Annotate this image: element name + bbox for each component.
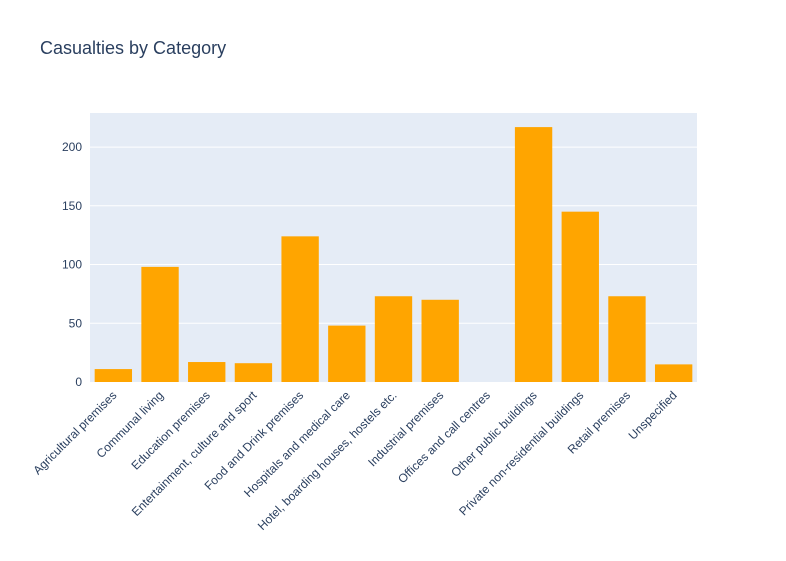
chart-title: Casualties by Category <box>40 38 227 58</box>
bar-11[interactable] <box>608 296 646 382</box>
bar-2[interactable] <box>188 362 226 382</box>
bar-3[interactable] <box>234 363 273 382</box>
y-tick-label: 200 <box>62 140 82 154</box>
bar-5[interactable] <box>328 325 366 382</box>
y-tick-label: 0 <box>75 375 82 389</box>
bar-1[interactable] <box>141 266 179 382</box>
bar-10[interactable] <box>561 211 599 382</box>
bar-7[interactable] <box>421 299 459 382</box>
bars <box>94 127 693 382</box>
y-tick-label: 50 <box>69 316 83 330</box>
x-tick-label: Other public buildings <box>448 388 540 480</box>
y-tick-label: 100 <box>62 258 82 272</box>
bar-12[interactable] <box>654 364 693 382</box>
bar-4[interactable] <box>281 236 319 382</box>
bar-0[interactable] <box>94 369 133 382</box>
x-tick-label: Agricultural premises <box>30 388 119 477</box>
y-axis-ticks: 0 50 100 150 200 <box>62 140 82 389</box>
x-tick-label: Education premises <box>128 388 212 472</box>
bar-9[interactable] <box>514 127 553 382</box>
x-tick-label: Unspecified <box>626 388 680 442</box>
x-tick-label: Offices and call centres <box>395 388 493 486</box>
bar-6[interactable] <box>374 296 413 382</box>
y-tick-label: 150 <box>62 199 82 213</box>
